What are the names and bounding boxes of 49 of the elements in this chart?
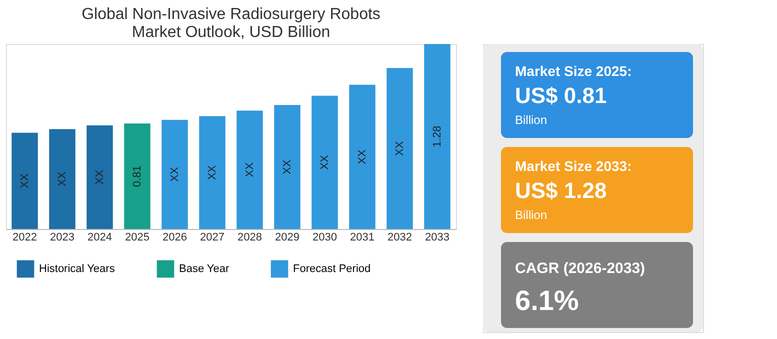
- text: XX: [318, 155, 331, 170]
- bar: [49, 129, 76, 229]
- legend-label: Historical Years: [39, 262, 116, 275]
- bar: [424, 44, 450, 229]
- x-tick-label: 2029: [275, 232, 300, 244]
- text: XX: [94, 170, 106, 185]
- x-tick-label: 2028: [238, 232, 262, 244]
- text: US$ 1.28: [515, 178, 607, 203]
- text: Market Size 2033:: [515, 158, 632, 174]
- x-tick-label: 2025: [125, 232, 150, 244]
- bar: [162, 120, 188, 229]
- text: 0.81: [131, 166, 144, 187]
- x-tick-label: 2030: [312, 232, 337, 244]
- text: CAGR (2026-2033): [515, 260, 646, 277]
- bar: [349, 84, 376, 229]
- text: XX: [394, 141, 406, 156]
- bar: [86, 125, 113, 229]
- text: XX: [356, 150, 368, 164]
- text: Market Outlook, USD Billion: [132, 24, 330, 41]
- text: US$ 0.81: [515, 83, 607, 108]
- text: XX: [206, 165, 218, 180]
- x-tick-label: 2031: [350, 232, 374, 244]
- bar: [124, 124, 150, 229]
- x-tick-label: 2026: [162, 232, 187, 244]
- bar: [236, 110, 263, 229]
- text: XX: [18, 174, 31, 188]
- text: XX: [244, 162, 256, 178]
- bar: [312, 96, 338, 229]
- bar: [199, 116, 226, 229]
- text: 6.1%: [515, 285, 579, 316]
- x-tick-label: 2022: [12, 232, 37, 244]
- bar: [12, 132, 38, 229]
- legend-label: Base Year: [179, 262, 230, 275]
- text: Billion: [515, 208, 548, 222]
- x-tick-label: 2027: [200, 232, 224, 244]
- x-tick-label: 2033: [425, 232, 450, 244]
- text: Billion: [515, 113, 548, 127]
- x-tick-label: 2024: [88, 232, 112, 244]
- text: Global Non-Invasive Radiosurgery Robots: [82, 6, 380, 23]
- text: Market Size 2025:: [515, 63, 632, 79]
- text: XX: [56, 172, 68, 186]
- x-tick-label: 2032: [388, 232, 412, 244]
- x-tick-label: 2023: [50, 232, 74, 244]
- bar: [274, 105, 300, 229]
- legend-label: Forecast Period: [293, 262, 371, 275]
- text: XX: [281, 160, 294, 174]
- text: 1.28: [431, 126, 444, 148]
- bar: [386, 68, 413, 229]
- text: XX: [168, 167, 181, 182]
